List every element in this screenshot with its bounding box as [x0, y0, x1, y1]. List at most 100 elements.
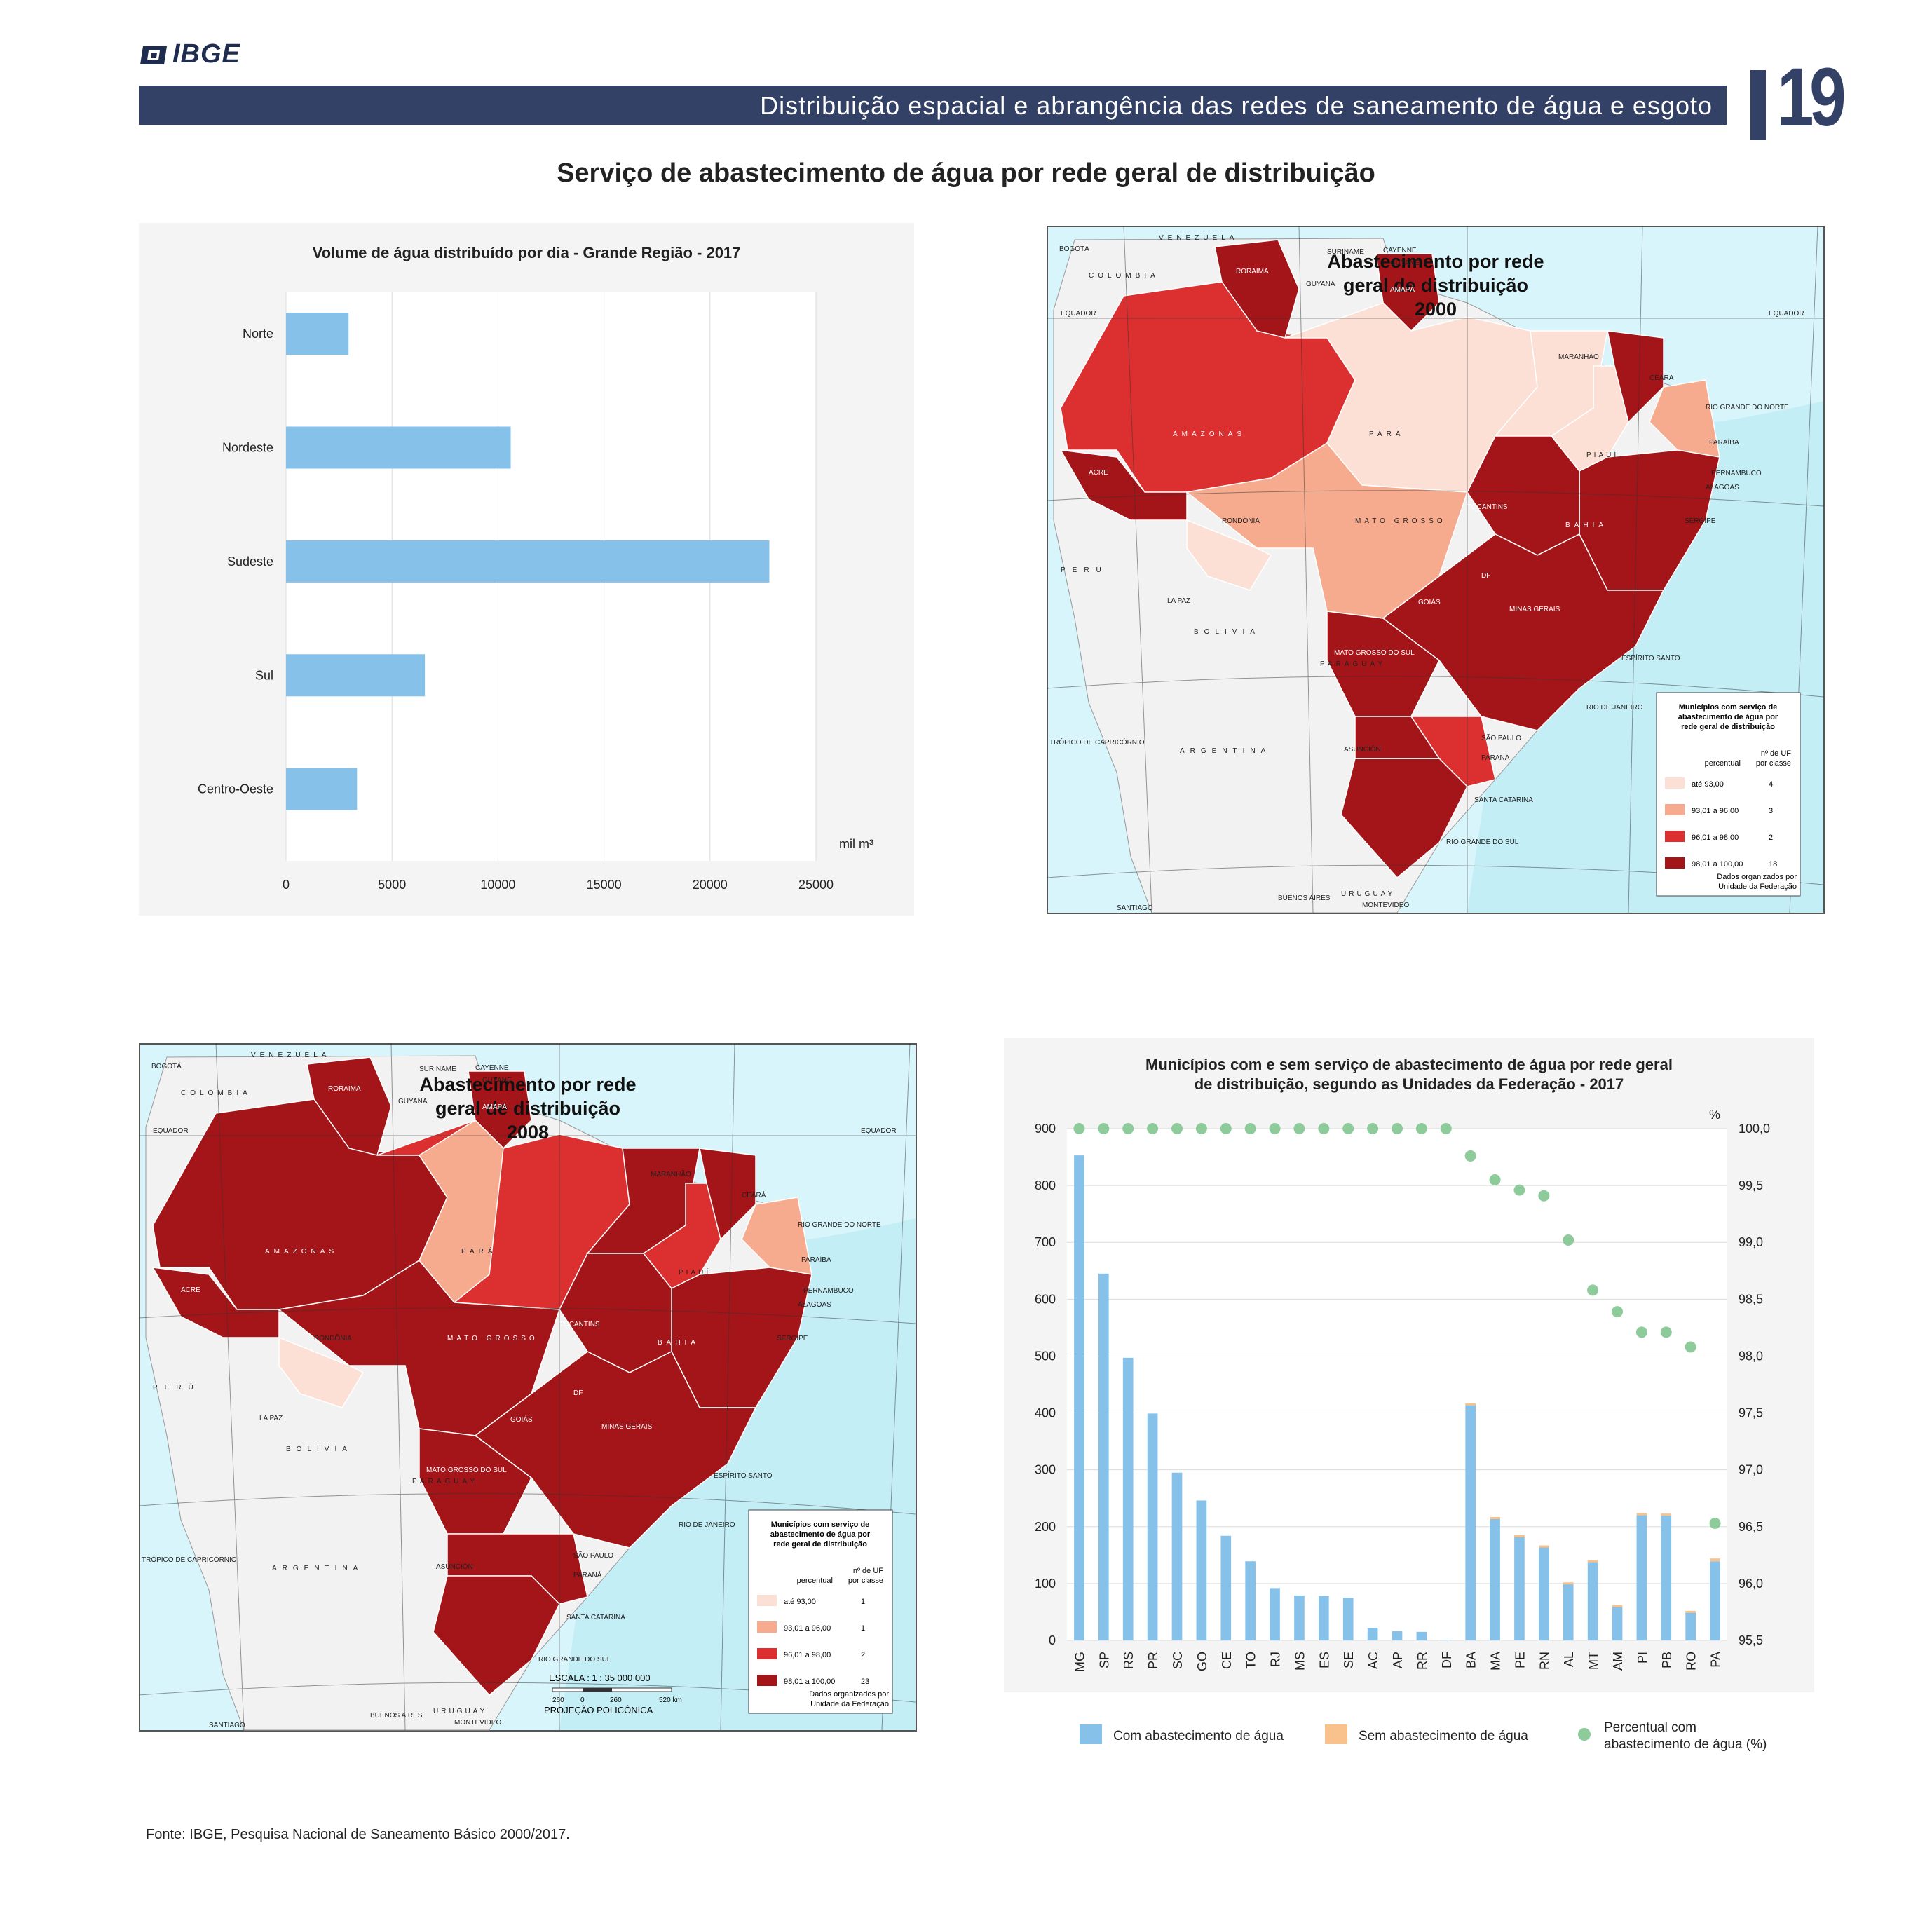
- svg-text:BOLIVIA: BOLIVIA: [286, 1445, 353, 1453]
- legend-2008-row-1: 93,01 a 96,00: [784, 1624, 831, 1633]
- map-2000-title-2: geral de distribuição: [1343, 275, 1528, 296]
- svg-text:PARANÁ: PARANÁ: [1481, 753, 1510, 762]
- chart4-right-tick: 95,5: [1739, 1633, 1763, 1647]
- chart4-bar-com: [1171, 1472, 1183, 1640]
- state-parana-2000: [1354, 716, 1441, 759]
- chart4-left-tick: 600: [1035, 1292, 1056, 1306]
- legend-sem-swatch: [1325, 1724, 1347, 1744]
- chart4-bar-com: [1416, 1631, 1427, 1640]
- svg-text:SANTIAGO: SANTIAGO: [209, 1722, 245, 1729]
- chart4-dot-pct: [1171, 1123, 1183, 1134]
- chart4-right-tick: 97,5: [1739, 1406, 1763, 1420]
- svg-text:GOIÁS: GOIÁS: [510, 1415, 533, 1424]
- chart1-tick-label: 20000: [693, 878, 728, 892]
- legend-sem-label: Sem abastecimento de água: [1359, 1729, 1528, 1743]
- chart4-dot-pct: [1635, 1326, 1647, 1338]
- svg-text:MONTEVIDEO: MONTEVIDEO: [454, 1719, 501, 1727]
- municipios-chart-panel: Municípios com e sem serviço de abasteci…: [1004, 1038, 1814, 1692]
- chart1-unit: mil m³: [839, 837, 873, 851]
- volume-chart-panel: Volume de água distribuído por dia - Gra…: [139, 223, 914, 916]
- svg-text:PARÁ: PARÁ: [1369, 429, 1405, 438]
- chart4-category-label: RR: [1415, 1652, 1429, 1670]
- chart4-bar-com: [1710, 1561, 1720, 1640]
- svg-text:PARAÍBA: PARAÍBA: [801, 1255, 831, 1264]
- svg-text:BUENOS AIRES: BUENOS AIRES: [370, 1712, 423, 1720]
- chart4-category-label: MG: [1073, 1652, 1087, 1672]
- chart4-bar-com: [1685, 1611, 1696, 1640]
- svg-text:EQUADOR: EQUADOR: [861, 1127, 897, 1135]
- map-2008-title-1: Abastecimento por rede: [419, 1074, 636, 1095]
- legend-2008-row-3: 98,01 a 100,00: [784, 1678, 835, 1686]
- chart4-bar-com: [1147, 1413, 1158, 1640]
- chart4-category-label: SE: [1342, 1652, 1356, 1668]
- chart4-dot-pct: [1244, 1123, 1256, 1134]
- svg-text:LA PAZ: LA PAZ: [1167, 597, 1190, 605]
- svg-text:PARAGUAY: PARAGUAY: [412, 1478, 478, 1485]
- chart4-bar-com: [1196, 1500, 1207, 1640]
- page-number: 19: [1777, 51, 1846, 144]
- legend-2008-count-1: 1: [861, 1624, 865, 1633]
- municipios-chart: Municípios com e sem serviço de abasteci…: [1035, 1056, 1770, 1672]
- chart4-dot-pct: [1415, 1123, 1427, 1134]
- svg-text:PERNAMBUCO: PERNAMBUCO: [1711, 470, 1762, 477]
- svg-text:MATO GROSSO: MATO GROSSO: [1355, 517, 1446, 525]
- chart4-category-label: SC: [1171, 1652, 1185, 1669]
- legend-2008-row-0: até 93,00: [784, 1598, 816, 1606]
- page-title: Serviço de abastecimento de água por red…: [557, 158, 1375, 188]
- chart4-category-label: TO: [1244, 1652, 1258, 1669]
- chart4-left-tick: 900: [1035, 1122, 1056, 1136]
- map-2000-legend: Municípios com serviço de abastecimento …: [1656, 692, 1801, 897]
- chart4-bar-com: [1270, 1588, 1280, 1640]
- svg-text:ESPÍRITO SANTO: ESPÍRITO SANTO: [714, 1471, 773, 1480]
- chart4-title-1: Municípios com e sem serviço de abasteci…: [1145, 1056, 1673, 1073]
- chart4-category-label: PI: [1635, 1652, 1649, 1664]
- chart4-bar-sem: [1514, 1535, 1525, 1537]
- svg-text:ACRE: ACRE: [181, 1286, 200, 1294]
- chart4-category-label: PR: [1146, 1652, 1160, 1669]
- chart4-dot-pct: [1220, 1123, 1232, 1134]
- svg-text:260: 260: [610, 1696, 622, 1704]
- chart4-category-label: RN: [1537, 1652, 1551, 1670]
- svg-text:BAHIA: BAHIA: [1565, 522, 1607, 529]
- chart4-left-tick: 800: [1035, 1178, 1056, 1192]
- svg-text:RIO DE JANEIRO: RIO DE JANEIRO: [1586, 704, 1643, 712]
- chart4-right-tick: 100,0: [1739, 1122, 1770, 1136]
- chart4-dot-pct: [1392, 1123, 1403, 1134]
- chart4-dot-pct: [1073, 1123, 1085, 1134]
- chart4-category-label: ES: [1317, 1652, 1331, 1668]
- map-2008-panel: Abastecimento por rede geral de distribu…: [138, 1042, 917, 1732]
- legend-2008-title-3: rede geral de distribuição: [773, 1540, 867, 1549]
- chart1-category-label: Nordeste: [222, 440, 273, 454]
- chart4-category-label: AP: [1391, 1652, 1405, 1668]
- chart1-bar: [286, 654, 426, 697]
- svg-text:AMAPÁ: AMAPÁ: [1390, 285, 1415, 294]
- chart4-dot-pct: [1587, 1284, 1599, 1296]
- legend-2008-count-2: 2: [861, 1651, 865, 1659]
- legend-2000-col1: percentual: [1705, 759, 1741, 768]
- legend-2000-note-2: Unidade da Federação: [1718, 883, 1797, 891]
- svg-text:CAYENNE: CAYENNE: [475, 1064, 509, 1072]
- chart4-right-tick: 96,5: [1739, 1520, 1763, 1534]
- chart4-category-label: MA: [1489, 1652, 1503, 1671]
- svg-text:BAHIA: BAHIA: [658, 1339, 700, 1347]
- chart4-bar-sem: [1661, 1513, 1672, 1516]
- chart4-bar-sem: [1490, 1516, 1500, 1519]
- svg-text:MONTEVIDEO: MONTEVIDEO: [1362, 902, 1409, 909]
- state-ceara-2008: [699, 1148, 756, 1241]
- svg-text:BOGOTÁ: BOGOTÁ: [151, 1061, 182, 1070]
- svg-text:SANTA CATARINA: SANTA CATARINA: [566, 1614, 625, 1621]
- logo-text: IBGE: [172, 39, 240, 69]
- chart4-dot-pct: [1367, 1123, 1379, 1134]
- chart1-bar: [286, 768, 358, 810]
- svg-text:PROJEÇÃO POLICÔNICA: PROJEÇÃO POLICÔNICA: [544, 1705, 653, 1715]
- chart4-left-tick: 500: [1035, 1349, 1056, 1363]
- map-2000-title-3: 2000: [1415, 299, 1457, 320]
- legend-2008-title-1: Municípios com serviço de: [771, 1521, 870, 1529]
- chart4-category-label: CE: [1220, 1652, 1234, 1669]
- state-rondonia-2008: [278, 1336, 365, 1408]
- chart4-dot-pct: [1660, 1326, 1672, 1338]
- chart1-title: Volume de água distribuído por dia - Gra…: [313, 244, 741, 261]
- legend-2008-row-2: 96,01 a 98,00: [784, 1651, 831, 1659]
- chart4-bar-sem: [1587, 1560, 1598, 1563]
- svg-text:COLOMBIA: COLOMBIA: [1089, 272, 1159, 280]
